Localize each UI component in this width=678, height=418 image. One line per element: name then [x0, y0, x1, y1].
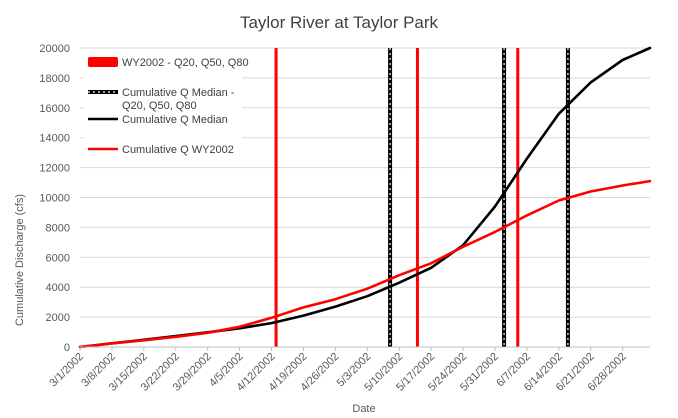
- y-tick-label: 14000: [39, 133, 70, 145]
- y-axis-title: Cumulative Discharge (cfs): [14, 194, 26, 326]
- legend-label-line: Cumulative Q WY2002: [122, 144, 234, 156]
- x-tick-label: 3/1/2002: [47, 351, 86, 390]
- legend-label-line: Cumulative Q Median -: [122, 87, 235, 99]
- legend-label: Cumulative Q Median -Q20, Q50, Q80: [122, 87, 235, 112]
- gridlines: [80, 47, 650, 348]
- chart-title: Taylor River at Taylor Park: [240, 13, 439, 32]
- y-tick-label: 8000: [46, 222, 70, 234]
- legend-label: Cumulative Q WY2002: [122, 144, 234, 156]
- legend-background: [84, 50, 242, 162]
- legend-label: WY2002 - Q20, Q50, Q80: [122, 57, 249, 69]
- legend-swatch-red-bar: [88, 57, 118, 67]
- y-tick-label: 16000: [39, 103, 70, 115]
- series-lines: [78, 46, 652, 349]
- y-tick-label: 6000: [46, 252, 70, 264]
- legend-label: Cumulative Q Median: [122, 114, 228, 126]
- y-tick-label: 2000: [46, 312, 70, 324]
- legend: WY2002 - Q20, Q50, Q80 Cumulative Q Media…: [84, 50, 249, 162]
- legend-label-line: WY2002 - Q20, Q50, Q80: [122, 57, 249, 69]
- y-tick-label: 4000: [46, 282, 70, 294]
- x-axis-title: Date: [352, 403, 375, 415]
- y-tick-label: 20000: [39, 43, 70, 55]
- series-wy2002-line: [78, 179, 652, 349]
- y-tick-label: 18000: [39, 73, 70, 85]
- legend-label-line: Cumulative Q Median: [122, 114, 228, 126]
- legend-label-line: Q20, Q50, Q80: [122, 100, 197, 112]
- y-tick-label: 10000: [39, 193, 70, 205]
- y-tick-label: 0: [64, 342, 70, 354]
- y-tick-label: 12000: [39, 163, 70, 175]
